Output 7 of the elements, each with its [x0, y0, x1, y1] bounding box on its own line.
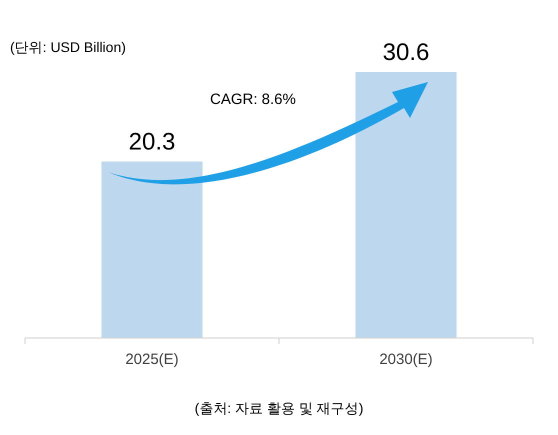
text: (출처: 자료 활용 및 재구성) [194, 400, 364, 416]
x-tick-label: 2025(E) [125, 351, 179, 368]
data-label: 30.6 [382, 39, 430, 66]
data-label: 20.3 [128, 128, 176, 156]
x-tick-label: 2030(E) [379, 351, 433, 368]
annotation: CAGR: 8.6% [210, 91, 296, 108]
text: (단위: USD Billion) [10, 39, 126, 55]
